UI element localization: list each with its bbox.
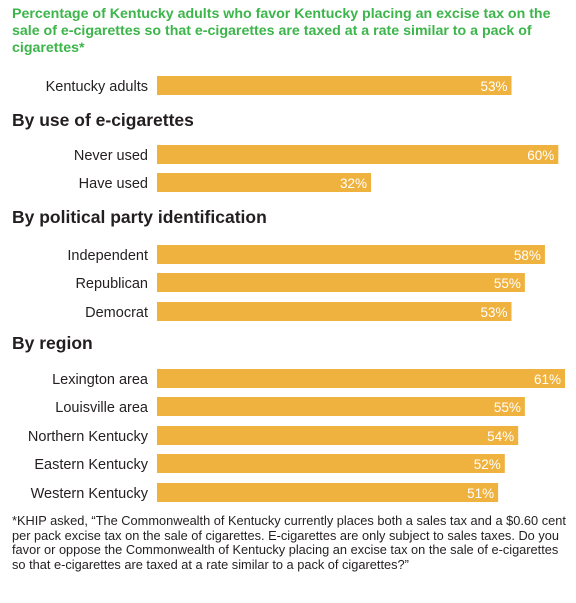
bar xyxy=(157,369,565,388)
category-label: Never used xyxy=(74,148,148,164)
data-label: 32% xyxy=(340,176,367,191)
category-label: Independent xyxy=(67,248,148,264)
data-label: 61% xyxy=(534,372,561,387)
group-heading: By political party identification xyxy=(12,207,267,227)
category-label: Kentucky adults xyxy=(46,79,148,95)
footnote: *KHIP asked, “The Commonwealth of Kentuc… xyxy=(12,513,566,572)
category-label: Western Kentucky xyxy=(31,486,149,502)
data-label: 55% xyxy=(494,276,521,291)
bar xyxy=(157,426,519,445)
bar xyxy=(157,173,372,192)
chart-title: Percentage of Kentucky adults who favor … xyxy=(12,6,551,56)
group-heading: By use of e-cigarettes xyxy=(12,110,194,130)
bar xyxy=(157,273,525,292)
category-label: Democrat xyxy=(85,305,148,321)
data-label: 58% xyxy=(514,248,541,263)
bar xyxy=(157,76,512,95)
bar xyxy=(157,145,559,164)
data-label: 52% xyxy=(474,457,501,472)
data-label: 60% xyxy=(527,148,554,163)
category-label: Have used xyxy=(79,176,148,192)
category-label: Lexington area xyxy=(52,372,149,388)
data-label: 53% xyxy=(480,79,507,94)
data-label: 51% xyxy=(467,486,494,501)
bar xyxy=(157,302,512,321)
group-heading: By region xyxy=(12,333,93,353)
data-label: 55% xyxy=(494,400,521,415)
category-label: Eastern Kentucky xyxy=(34,457,148,473)
bar xyxy=(157,454,505,473)
category-label: Republican xyxy=(75,276,148,292)
bar xyxy=(157,397,525,416)
category-label: Northern Kentucky xyxy=(28,429,149,445)
bar xyxy=(157,483,499,502)
bar-chart: Kentucky adults 53% By use of e-cigarettes… xyxy=(12,76,565,502)
category-label: Louisville area xyxy=(55,400,149,416)
data-label: 54% xyxy=(487,429,514,444)
data-label: 53% xyxy=(480,305,507,320)
bar xyxy=(157,245,545,264)
